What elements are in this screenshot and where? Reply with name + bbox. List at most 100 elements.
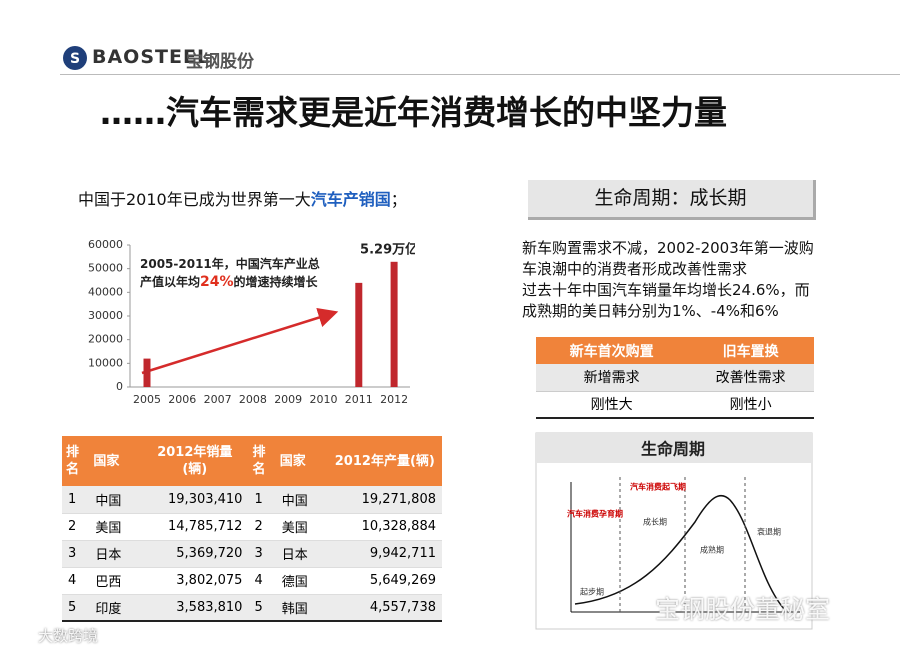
header-row: 排名 国家 2012年销量(辆) 排名 国家 2012年产量(辆): [62, 436, 442, 486]
phase-label: 成长期: [643, 517, 667, 527]
row: 1 中国 19,303,410 1 中国 19,271,808: [62, 486, 442, 513]
row: 新增需求 改善性需求: [536, 364, 814, 391]
cell: 19,303,410: [168, 491, 243, 507]
value-label: 5.29万亿: [360, 241, 415, 257]
bar: [390, 261, 398, 387]
annotation-text: 的增速持续增长: [233, 275, 318, 289]
cell: 5: [254, 599, 263, 615]
x-tick-label: 2007: [204, 393, 232, 406]
cell: 日本: [281, 548, 308, 563]
row: 2 美国 14,785,712 2 美国 10,328,884: [62, 513, 442, 540]
bar: [355, 282, 363, 387]
phase-label: 汽车消费起飞期: [630, 482, 686, 492]
header-cell: 排名: [252, 445, 266, 477]
intro-highlight: 汽车产销国: [310, 190, 391, 209]
watermark: 宝钢股份董秘室: [655, 595, 831, 624]
x-tick-label: 2012: [380, 393, 408, 406]
y-tick-label: 40000: [88, 285, 123, 298]
text-line: 过去十年中国汽车销量年均增长24.6%，而: [522, 281, 810, 299]
annotation-text: 产值以年均: [140, 275, 201, 289]
header-row: 新车首次购置 旧车置换: [536, 337, 814, 364]
annotation-highlight: 24%: [200, 274, 234, 290]
header-cell: 国家: [93, 453, 120, 469]
life-curve: [574, 494, 786, 611]
cell: 新增需求: [583, 370, 640, 387]
intro-text: 中国于2010年已成为世界第一大: [78, 190, 311, 209]
phase-label: 衰退期: [757, 527, 781, 537]
header-cell: 国家: [279, 453, 306, 469]
chart-annotation: 2005-2011年，中国汽车产业总 产值以年均24%的增速持续增长: [140, 255, 320, 291]
ranking-table: 排名 国家 2012年销量(辆) 排名 国家 2012年产量(辆) 1 中国 19,303,41…: [62, 436, 442, 622]
x-tick-label: 2008: [239, 393, 267, 406]
header-rule: [60, 74, 900, 75]
cell: 刚性大: [590, 397, 633, 414]
cell: 1: [68, 491, 77, 507]
cell: 3,802,075: [176, 573, 243, 588]
cell: 德国: [281, 575, 308, 590]
cell: 3,583,810: [176, 599, 243, 615]
y-tick-label: 50000: [88, 262, 123, 275]
y-tick-label: 0: [116, 380, 123, 393]
header-cell: 2012年产量(辆): [334, 453, 435, 469]
cell: 3: [68, 546, 77, 561]
cell: 改善性需求: [715, 370, 786, 387]
text-line: 新车购置需求不减，2002-2003年第一波购: [522, 239, 814, 257]
cell: 中国: [95, 493, 122, 509]
cell: 巴西: [95, 575, 122, 590]
y-tick-label: 10000: [88, 356, 123, 369]
header-cell: 新车首次购置: [569, 343, 654, 360]
cell: 5: [68, 599, 77, 615]
phase-label: 汽车消费孕育期: [567, 509, 623, 519]
cell: 3: [254, 546, 263, 561]
x-tick-label: 2011: [345, 393, 373, 406]
phase-label: 成熟期: [700, 545, 724, 555]
cell: 5,649,269: [369, 573, 436, 588]
row: 刚性大 刚性小: [536, 391, 814, 418]
svg-text:S: S: [70, 51, 80, 67]
header-cell: 2012年销量(辆): [157, 445, 233, 477]
cell: 1: [254, 491, 263, 507]
lifecycle-text: 新车购置需求不减，2002-2003年第一波购 车浪潮中的消费者形成改善性需求过去…: [522, 238, 814, 322]
cell: 日本: [95, 548, 122, 563]
diagram-title: 生命周期: [641, 440, 705, 459]
bar-chart: 0 10000 20000 30000 40000 50000 60000 2005 2006 2…: [88, 238, 415, 406]
cell: 10,328,884: [361, 519, 436, 534]
cell: 4,557,738: [369, 599, 436, 615]
cell: 5,369,720: [176, 546, 243, 561]
text-line: 车浪潮中的消费者形成改善性需求: [522, 260, 748, 278]
cell: 2: [68, 519, 77, 534]
text-line: 成熟期的美日韩分别为1%、-4%和6%: [522, 302, 779, 320]
y-tick-label: 30000: [88, 309, 123, 322]
y-tick-label: 60000: [88, 238, 123, 251]
diagram-frame: [535, 432, 813, 630]
x-tick-label: 2010: [310, 393, 338, 406]
diagram-title-bar: [536, 433, 812, 463]
row: 4 巴西 3,802,075 4 德国 5,649,269: [62, 567, 442, 594]
intro-text: ；: [390, 190, 407, 209]
cell: 2: [254, 519, 263, 534]
logo-text: BAOSTEEL: [92, 46, 211, 68]
logo-icon: S: [63, 46, 87, 70]
y-tick-label: 20000: [88, 333, 123, 346]
intro: 中国于2010年已成为世界第一大汽车产销国；: [78, 186, 407, 210]
row: 5 印度 3,583,810 5 韩国 4,557,738: [62, 594, 442, 621]
phase-label: 起步期: [580, 588, 604, 597]
cell: 14,785,712: [168, 519, 243, 534]
annotation-line: 2005-2011年，中国汽车产业总: [140, 257, 320, 271]
cell: 印度: [95, 601, 122, 617]
row: 3 日本 5,369,720 3 日本 9,942,711: [62, 540, 442, 567]
x-tick-label: 2009: [274, 393, 302, 406]
cell: 刚性小: [729, 397, 772, 414]
bar: [143, 358, 151, 387]
cell: 韩国: [281, 601, 308, 617]
cell: 美国: [281, 521, 308, 536]
watermark: 大数跨境: [38, 627, 99, 645]
company-name: 宝钢股份: [186, 52, 254, 72]
cell: 中国: [281, 493, 308, 509]
trend-arrow: [141, 307, 339, 375]
slide-title: ……汽车需求更是近年消费增长的中坚力量: [100, 93, 727, 132]
header-cell: 旧车置换: [722, 343, 779, 360]
cell: 美国: [95, 521, 122, 536]
